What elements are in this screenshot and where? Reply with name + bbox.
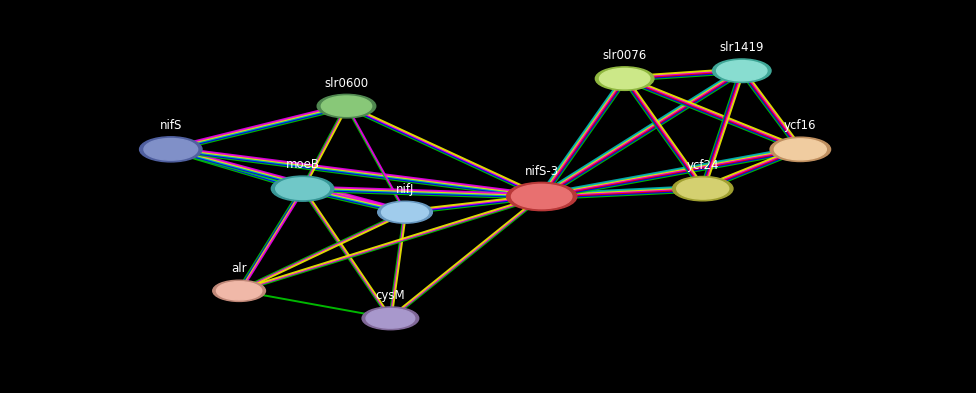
Circle shape (716, 61, 767, 81)
Circle shape (382, 203, 428, 222)
Circle shape (271, 176, 334, 201)
Circle shape (143, 138, 198, 160)
Circle shape (213, 280, 265, 301)
Circle shape (712, 59, 771, 83)
Text: cysM: cysM (376, 289, 405, 302)
Text: slr0600: slr0600 (324, 77, 369, 90)
Circle shape (275, 178, 330, 200)
Text: ycf24: ycf24 (686, 159, 719, 172)
Circle shape (366, 309, 415, 328)
Circle shape (676, 178, 729, 199)
Text: ycf16: ycf16 (784, 119, 817, 132)
Circle shape (317, 94, 376, 118)
Circle shape (770, 137, 831, 162)
Text: slr0076: slr0076 (602, 49, 647, 62)
Text: moeB: moeB (286, 158, 319, 171)
Circle shape (362, 307, 419, 330)
Circle shape (774, 139, 827, 160)
Circle shape (672, 176, 733, 201)
Text: slr1419: slr1419 (719, 41, 764, 54)
Text: nifS-3: nifS-3 (525, 165, 558, 178)
Text: alr: alr (231, 263, 247, 275)
Circle shape (595, 67, 654, 90)
Text: nifS: nifS (160, 119, 182, 132)
Circle shape (507, 182, 577, 211)
Circle shape (140, 137, 202, 162)
Text: nifJ: nifJ (396, 184, 414, 196)
Circle shape (599, 68, 650, 89)
Circle shape (217, 282, 262, 300)
Circle shape (378, 201, 432, 223)
Circle shape (511, 184, 572, 209)
Circle shape (321, 96, 372, 116)
